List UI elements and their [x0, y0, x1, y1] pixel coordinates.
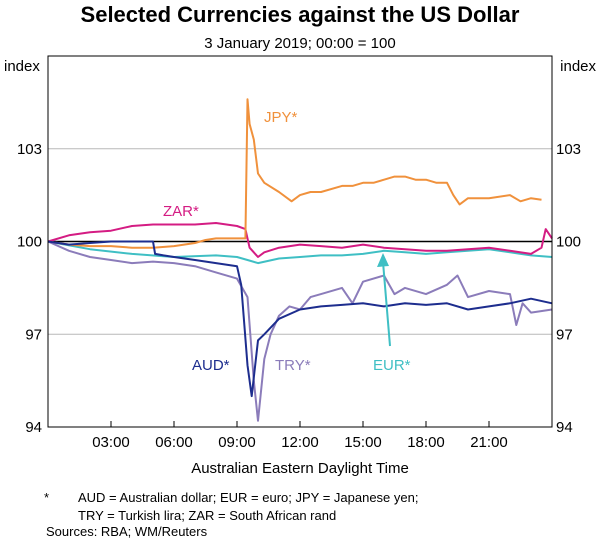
label-aud: AUD* [192, 357, 230, 374]
label-try: TRY* [275, 357, 311, 374]
label-jpy: JPY* [264, 109, 298, 126]
label-zar: ZAR* [163, 203, 199, 220]
eur-pointer-line [382, 261, 391, 347]
y-tick-left-100: 100 [17, 234, 42, 251]
x-tick-06:00: 06:00 [155, 434, 193, 451]
sources: Sources: RBA; WM/Reuters [46, 524, 208, 539]
plot-frame [47, 55, 553, 428]
x-tick-21:00: 21:00 [470, 434, 508, 451]
label-eur: EUR* [373, 357, 411, 374]
footnote-line-2: TRY = Turkish lira; ZAR = South African … [78, 508, 337, 523]
x-tick-18:00: 18:00 [407, 434, 445, 451]
eur-pointer-arrowhead [377, 253, 389, 267]
footnote-marker: * [44, 490, 50, 505]
y-tick-right-97: 97 [556, 326, 573, 343]
series-line-aud [47, 240, 553, 398]
x-axis-title: Australian Eastern Daylight Time [191, 460, 409, 477]
series-line-zar [47, 222, 553, 258]
x-tick-labels: 03:00 06:00 09:00 12:00 15:00 18:00 21:00 [92, 434, 508, 451]
x-tick-03:00: 03:00 [92, 434, 130, 451]
x-tick-12:00: 12:00 [281, 434, 319, 451]
series-line-eur [47, 240, 553, 265]
footnote-line-1: AUD = Australian dollar; EUR = euro; JPY… [78, 490, 419, 505]
y-tick-right-100: 100 [556, 234, 581, 251]
y-tick-labels: 103 103 100 100 97 97 94 94 [17, 141, 581, 436]
y-tick-right-94: 94 [556, 419, 573, 436]
x-tick-09:00: 09:00 [218, 434, 256, 451]
y-tick-left-103: 103 [17, 141, 42, 158]
x-tick-15:00: 15:00 [344, 434, 382, 451]
y-tick-left-94: 94 [25, 419, 42, 436]
y-unit-left: index [4, 58, 40, 75]
chart-subtitle: 3 January 2019; 00:00 = 100 [204, 35, 395, 52]
chart-title: Selected Currencies against the US Dolla… [81, 2, 520, 27]
y-unit-right: index [560, 58, 596, 75]
y-tick-left-97: 97 [25, 326, 42, 343]
series-line-jpy [47, 98, 542, 249]
y-tick-right-103: 103 [556, 141, 581, 158]
series-line-try [47, 240, 553, 422]
series-lines [47, 98, 553, 422]
